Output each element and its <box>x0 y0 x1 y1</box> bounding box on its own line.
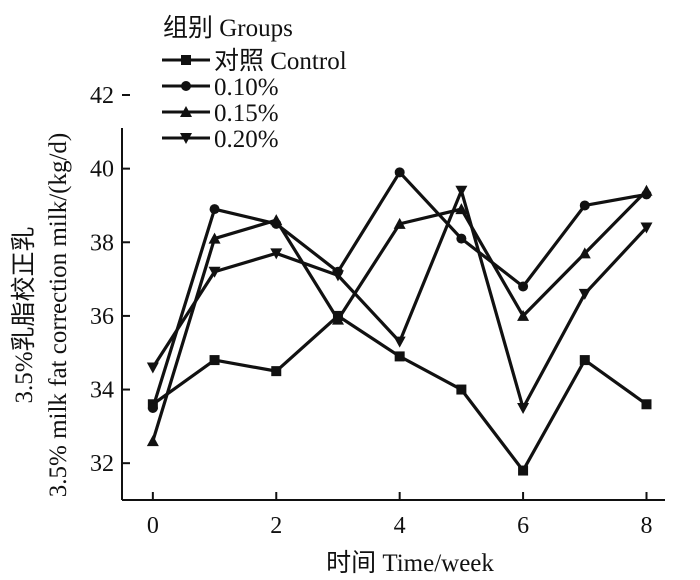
data-point <box>640 184 653 196</box>
legend-marker <box>181 55 191 65</box>
data-point <box>640 222 653 234</box>
data-point <box>146 435 159 447</box>
x-tick-label: 2 <box>270 513 282 539</box>
data-point <box>518 465 529 476</box>
legend-label: 0.10% <box>214 74 279 101</box>
data-point <box>271 366 282 377</box>
y-tick-label: 38 <box>90 230 114 256</box>
data-point <box>579 200 590 211</box>
data-point <box>456 384 467 395</box>
legend-marker <box>180 106 192 117</box>
y-tick-label: 32 <box>90 451 114 477</box>
y-tick-label: 34 <box>90 378 114 404</box>
x-tick-label: 0 <box>147 513 159 539</box>
x-axis-title: 时间 Time/week <box>326 549 494 577</box>
data-point <box>517 402 530 414</box>
legend-title: 组别 Groups <box>163 14 293 42</box>
data-point <box>209 355 220 366</box>
data-point <box>455 203 468 215</box>
data-point <box>208 232 221 244</box>
data-point <box>578 247 591 259</box>
data-point <box>331 270 344 282</box>
data-point <box>270 248 283 260</box>
y-tick-label: 42 <box>90 83 114 109</box>
data-point <box>270 214 283 226</box>
data-point <box>578 288 591 300</box>
legend-label: 对照 Control <box>214 47 347 75</box>
axes: 32 34 36 38 40 42 0 2 4 6 8 <box>90 83 665 539</box>
legend-entry-2: 0.10% <box>162 74 279 101</box>
legend-entry-3: 0.15% <box>162 100 279 127</box>
series-1 <box>147 310 652 476</box>
data-point <box>517 309 530 321</box>
legend-marker <box>181 81 191 91</box>
legend-label: 0.20% <box>214 126 279 153</box>
series-line <box>151 169 647 409</box>
y-tick-label: 36 <box>90 304 114 330</box>
data-point <box>455 185 468 197</box>
x-tick-label: 8 <box>640 513 652 539</box>
y-axis-title-line-2: 3.5% milk fat correction milk/(kg/d) <box>45 133 72 498</box>
data-point <box>394 351 405 362</box>
data-point <box>518 281 529 292</box>
data-point <box>393 336 406 348</box>
series-layer <box>146 167 653 476</box>
data-point <box>208 266 221 278</box>
data-point <box>394 167 405 178</box>
x-tick-label: 6 <box>517 513 529 539</box>
data-point <box>393 217 406 229</box>
legend-label: 0.15% <box>214 100 279 127</box>
series-3 <box>146 184 653 447</box>
series-4 <box>146 185 653 414</box>
data-point <box>641 399 652 410</box>
legend-entry-1: 对照 Control <box>162 47 347 75</box>
legend-marker <box>180 133 192 144</box>
data-point <box>331 313 344 325</box>
data-point <box>147 402 158 413</box>
y-axis-title-line-1: 3.5%乳脂校正乳 <box>10 226 38 403</box>
data-point <box>146 362 159 374</box>
data-point <box>456 233 467 244</box>
legend-entry-4: 0.20% <box>162 126 279 153</box>
y-tick-label: 40 <box>90 157 114 183</box>
x-tick-label: 4 <box>394 513 406 539</box>
data-point <box>209 204 220 215</box>
data-point <box>579 355 590 366</box>
